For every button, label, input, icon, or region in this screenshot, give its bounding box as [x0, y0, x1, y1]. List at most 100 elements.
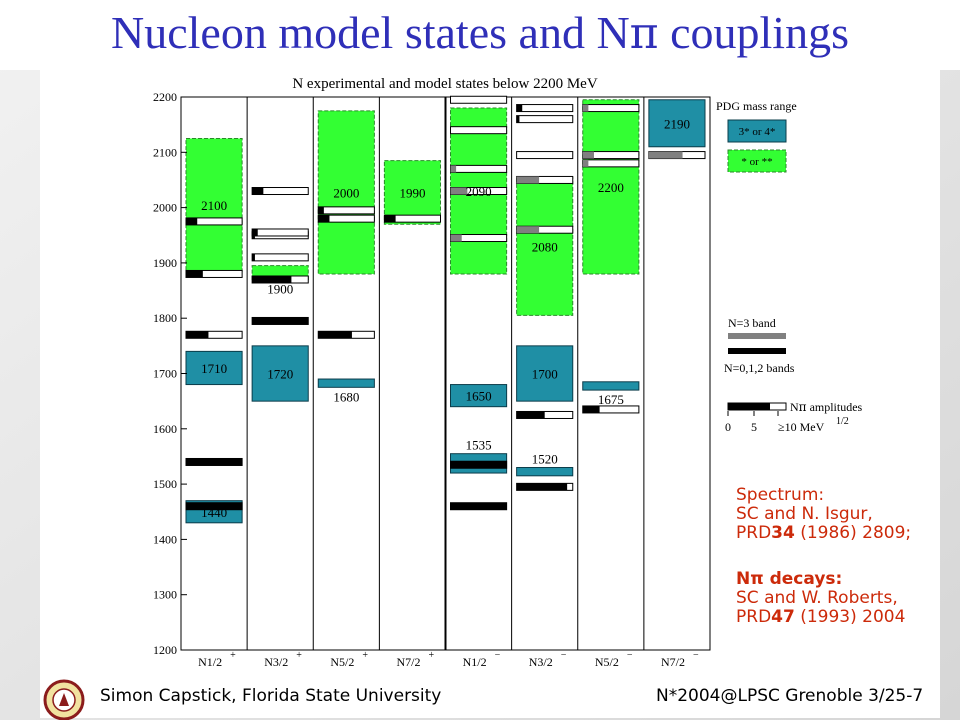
column-label: N1/2: [198, 655, 222, 669]
column-label: N1/2: [463, 655, 487, 669]
legend-pdg-title: PDG mass range: [716, 99, 797, 113]
journal-year-page: (1993) 2004: [794, 607, 906, 627]
model-state-bar: [251, 253, 309, 262]
pdg-state-box: [516, 467, 574, 477]
y-tick-label: 2000: [153, 201, 177, 215]
model-state-amplitude: [582, 405, 600, 413]
model-state-bars: [185, 95, 706, 511]
model-state-amplitude: [252, 228, 258, 236]
model-state-amplitude: [186, 270, 203, 278]
state-mass-label: 1680: [333, 389, 359, 404]
state-mass-label: 1900: [267, 281, 293, 296]
pdg-state-box: [516, 345, 574, 402]
model-state-amplitude: [186, 502, 243, 510]
model-state-amplitude: [252, 187, 264, 195]
state-mass-label: 2080: [532, 239, 558, 254]
pdg-state-box: [317, 378, 375, 388]
pdg-state-box: [450, 384, 508, 408]
reference-decays: Nπ decays: SC and W. Roberts, PRD47 (199…: [736, 570, 905, 627]
model-state-amplitude: [318, 206, 324, 214]
model-state-amplitude: [582, 104, 589, 112]
model-state-bar: [450, 126, 508, 135]
model-state-bar: [516, 151, 574, 160]
state-mass-label: 1700: [532, 367, 558, 382]
y-tick-label: 1600: [153, 422, 177, 436]
pdg-state-box: [383, 160, 441, 225]
model-state-bar: [582, 104, 640, 113]
footer-conference: N*2004@LPSC Grenoble 3/25-7: [656, 686, 924, 706]
model-state-bar: [450, 95, 508, 104]
legend-pdg12-label: * or **: [741, 156, 772, 168]
column-label-parity: −: [627, 650, 633, 661]
state-mass-label: 1535: [466, 438, 492, 453]
y-tick-label: 1400: [153, 532, 177, 546]
pdg-state-box: [582, 99, 640, 275]
pdg-state-box: [251, 345, 309, 402]
model-state-amplitude: [186, 458, 243, 466]
reference-decays-heading: Nπ decays:: [736, 569, 843, 589]
y-tick-label: 1300: [153, 588, 177, 602]
model-state-bar: [516, 115, 574, 124]
footer-author: Simon Capstick, Florida State University: [100, 686, 442, 706]
state-mass-label: 1720: [267, 367, 293, 382]
title-pi-symbol: π: [629, 8, 659, 59]
model-state-amplitude: [516, 226, 540, 234]
model-state-amplitude: [516, 115, 520, 123]
state-mass-label: 1710: [201, 361, 227, 376]
model-state-amplitude: [450, 187, 468, 195]
model-state-amplitude: [516, 411, 545, 419]
column-labels: N1/2 + N3/2 + N5/2 + N7/2 + N1/2− N3/2− N5/2− N7/2−: [198, 650, 699, 669]
journal-year-page: (1986) 2809;: [794, 523, 912, 543]
model-state-amplitude: [318, 331, 352, 339]
column-label: N5/2: [330, 655, 354, 669]
reference-spectrum-journal: PRD34 (1986) 2809;: [736, 524, 911, 543]
y-tick-label: 1200: [153, 643, 177, 657]
state-mass-labels: 1440 1710 2100 1720 1900 1680 2000 1990 1535 1650…: [201, 116, 690, 519]
journal-volume: 34: [771, 523, 795, 543]
model-state-amplitude: [186, 217, 198, 225]
model-state-amplitude: [318, 215, 330, 223]
reference-decays-journal: PRD47 (1993) 2004: [736, 608, 905, 627]
university-seal-logo: [43, 679, 85, 720]
legend-n012-swatch: [728, 348, 786, 354]
title-text: Nucleon model states and N: [111, 7, 630, 58]
column-label-parity: +: [296, 650, 302, 661]
legend-amp-tick-label: ≥10 MeV: [778, 420, 825, 434]
model-state-bar: [582, 159, 640, 168]
y-tick-label: 2100: [153, 145, 177, 159]
model-state-amplitude: [450, 234, 462, 242]
column-label-parity: −: [561, 650, 567, 661]
pdg-state-box: [648, 99, 706, 148]
model-state-bar: [251, 228, 309, 237]
legend-amp-bar-fill: [728, 403, 770, 410]
column-label-parity: −: [693, 650, 699, 661]
legend-pdg34-swatch: [727, 119, 787, 143]
model-state-bar: [516, 104, 574, 113]
legend-amp-tick-label: 5: [751, 420, 757, 434]
model-state-amplitude: [450, 461, 507, 469]
legend-pdg34-label: 3* or 4*: [739, 126, 776, 138]
state-mass-label: 2000: [333, 185, 359, 200]
y-axis: 1200 1300 1400 1500 1600 1700 1800 1900 2000 2100…: [153, 90, 187, 657]
reference-spectrum-authors: SC and N. Isgur,: [736, 504, 873, 524]
journal-volume: 47: [771, 607, 795, 627]
model-state-amplitude: [252, 275, 292, 283]
legend-pdg12-swatch: [727, 149, 787, 173]
state-mass-label: 2200: [598, 180, 624, 195]
column-label-parity: +: [230, 650, 236, 661]
y-tick-label: 1700: [153, 367, 177, 381]
pdg-state-box: [185, 350, 243, 386]
model-state-amplitude: [186, 331, 209, 339]
model-state-amplitude: [516, 483, 568, 491]
model-state-amplitude: [450, 502, 507, 510]
slide-title: Nucleon model states and Nπ couplings: [0, 6, 960, 59]
model-state-amplitude: [516, 104, 523, 112]
pdg-state-box: [516, 176, 574, 316]
legend-amp-unit-sup: 1/2: [836, 416, 849, 427]
y-tick-label: 1500: [153, 477, 177, 491]
journal-name: PRD: [736, 607, 772, 627]
model-state-bar: [317, 206, 375, 215]
column-label: N7/2: [396, 655, 420, 669]
y-tick-label: 1800: [153, 311, 177, 325]
column-label: N5/2: [595, 655, 619, 669]
